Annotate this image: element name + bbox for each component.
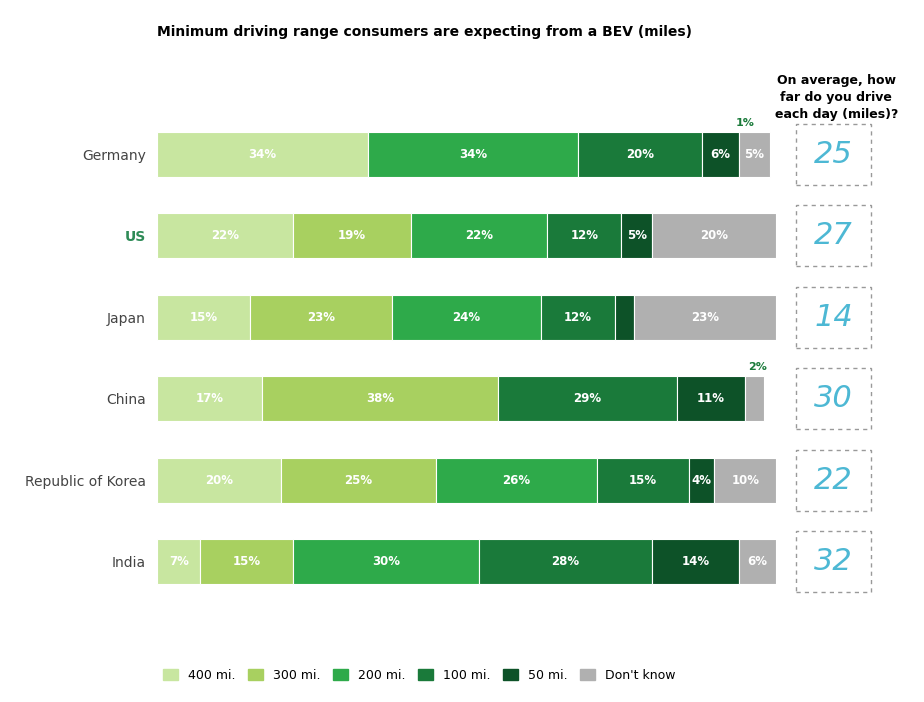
- Bar: [796, 286, 871, 347]
- Bar: [652, 539, 739, 584]
- Text: 7%: 7%: [169, 555, 188, 569]
- Bar: [796, 531, 871, 592]
- Text: 25: 25: [814, 140, 853, 168]
- Bar: [652, 213, 776, 258]
- Text: On average, how
far do you drive
each day (miles)?: On average, how far do you drive each da…: [774, 74, 898, 121]
- Text: 15%: 15%: [189, 311, 217, 324]
- Bar: [796, 124, 871, 185]
- Bar: [796, 205, 871, 266]
- Text: 30%: 30%: [372, 555, 400, 569]
- Text: 20%: 20%: [626, 147, 654, 161]
- Bar: [714, 458, 776, 503]
- Bar: [739, 539, 776, 584]
- Text: 15%: 15%: [629, 474, 657, 486]
- Bar: [739, 132, 770, 177]
- Bar: [796, 450, 871, 511]
- Bar: [597, 458, 689, 503]
- Text: 24%: 24%: [453, 311, 480, 324]
- Text: 17%: 17%: [196, 392, 224, 405]
- Text: 20%: 20%: [700, 230, 728, 242]
- Text: 14%: 14%: [682, 555, 710, 569]
- Text: 25%: 25%: [345, 474, 372, 486]
- Text: 34%: 34%: [249, 147, 276, 161]
- Bar: [157, 295, 249, 340]
- Text: 12%: 12%: [564, 311, 592, 324]
- Text: 23%: 23%: [691, 311, 719, 324]
- Text: 38%: 38%: [366, 392, 394, 405]
- Text: 11%: 11%: [697, 392, 725, 405]
- Bar: [293, 539, 479, 584]
- Text: 2%: 2%: [748, 362, 767, 372]
- Bar: [157, 539, 201, 584]
- Bar: [615, 295, 634, 340]
- Bar: [621, 213, 652, 258]
- Text: 1%: 1%: [736, 118, 755, 128]
- Bar: [479, 539, 652, 584]
- Text: 30: 30: [814, 384, 853, 413]
- Text: 10%: 10%: [731, 474, 760, 486]
- Bar: [702, 132, 739, 177]
- Text: 4%: 4%: [692, 474, 711, 486]
- Bar: [281, 458, 436, 503]
- Bar: [411, 213, 547, 258]
- Text: 15%: 15%: [233, 555, 261, 569]
- Text: 22%: 22%: [212, 230, 239, 242]
- Text: 32: 32: [814, 548, 853, 576]
- Bar: [157, 213, 293, 258]
- Text: Minimum driving range consumers are expecting from a BEV (miles): Minimum driving range consumers are expe…: [157, 25, 692, 39]
- Bar: [796, 369, 871, 430]
- Bar: [689, 458, 714, 503]
- Text: 29%: 29%: [573, 392, 602, 405]
- Text: 22%: 22%: [465, 230, 493, 242]
- Bar: [249, 295, 393, 340]
- Text: 19%: 19%: [338, 230, 366, 242]
- Bar: [498, 376, 677, 421]
- Bar: [634, 295, 776, 340]
- Bar: [393, 295, 541, 340]
- Text: 6%: 6%: [748, 555, 768, 569]
- Bar: [293, 213, 411, 258]
- Text: 26%: 26%: [502, 474, 530, 486]
- Text: 22: 22: [814, 466, 853, 495]
- Bar: [201, 539, 293, 584]
- Bar: [578, 132, 702, 177]
- Text: 5%: 5%: [745, 147, 764, 161]
- Text: 23%: 23%: [307, 311, 335, 324]
- Text: 5%: 5%: [626, 230, 647, 242]
- Text: 28%: 28%: [552, 555, 579, 569]
- Bar: [547, 213, 622, 258]
- Bar: [436, 458, 597, 503]
- Bar: [157, 132, 368, 177]
- Text: 6%: 6%: [711, 147, 731, 161]
- Text: 34%: 34%: [458, 147, 487, 161]
- Bar: [541, 295, 615, 340]
- Bar: [368, 132, 578, 177]
- Text: 14: 14: [814, 303, 853, 332]
- Bar: [157, 458, 281, 503]
- Text: 12%: 12%: [570, 230, 598, 242]
- Text: 20%: 20%: [205, 474, 233, 486]
- Bar: [157, 376, 262, 421]
- Bar: [262, 376, 497, 421]
- Legend: 400 mi., 300 mi., 200 mi., 100 mi., 50 mi., Don't know: 400 mi., 300 mi., 200 mi., 100 mi., 50 m…: [164, 669, 676, 682]
- Text: 27: 27: [814, 221, 853, 250]
- Bar: [677, 376, 745, 421]
- Bar: [745, 376, 764, 421]
